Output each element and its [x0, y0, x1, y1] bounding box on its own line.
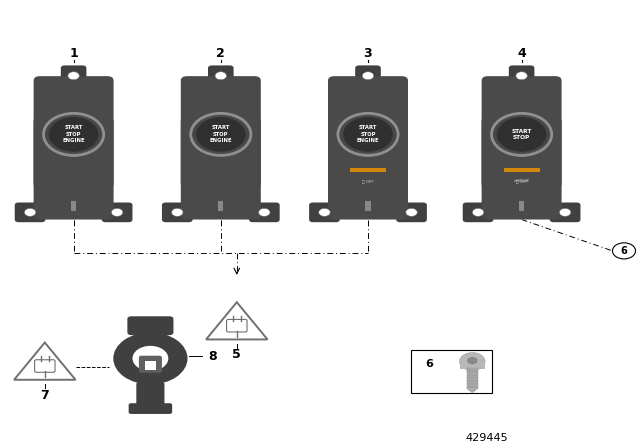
Circle shape — [559, 208, 571, 216]
Circle shape — [196, 117, 245, 151]
FancyBboxPatch shape — [249, 202, 280, 222]
FancyBboxPatch shape — [467, 368, 478, 388]
FancyBboxPatch shape — [34, 117, 65, 187]
FancyBboxPatch shape — [127, 316, 173, 335]
FancyBboxPatch shape — [129, 403, 172, 414]
FancyBboxPatch shape — [83, 117, 114, 187]
Circle shape — [492, 113, 552, 155]
Text: 7: 7 — [40, 388, 49, 402]
Text: Ⓚ OFF: Ⓚ OFF — [516, 180, 527, 183]
Text: START
STOP: START STOP — [511, 129, 532, 140]
FancyBboxPatch shape — [218, 201, 223, 211]
FancyBboxPatch shape — [463, 202, 493, 222]
FancyBboxPatch shape — [208, 65, 234, 88]
Text: 4: 4 — [517, 47, 526, 60]
FancyBboxPatch shape — [396, 202, 427, 222]
Circle shape — [49, 117, 98, 151]
FancyBboxPatch shape — [509, 65, 534, 88]
Circle shape — [132, 346, 168, 371]
Circle shape — [68, 72, 79, 80]
FancyBboxPatch shape — [139, 356, 162, 373]
FancyBboxPatch shape — [550, 202, 580, 222]
FancyBboxPatch shape — [350, 168, 386, 172]
Circle shape — [113, 332, 188, 384]
FancyBboxPatch shape — [102, 202, 132, 222]
Text: START
STOP
ENGINE: START STOP ENGINE — [62, 125, 85, 143]
FancyBboxPatch shape — [61, 65, 86, 88]
Polygon shape — [467, 357, 477, 365]
FancyBboxPatch shape — [460, 361, 485, 369]
FancyBboxPatch shape — [71, 201, 76, 211]
Circle shape — [406, 208, 417, 216]
FancyBboxPatch shape — [411, 350, 492, 393]
FancyBboxPatch shape — [180, 117, 211, 187]
Text: START
STOP
ENGINE: START STOP ENGINE — [356, 125, 380, 143]
FancyBboxPatch shape — [34, 76, 114, 220]
FancyBboxPatch shape — [145, 361, 156, 370]
Text: 3: 3 — [364, 47, 372, 60]
FancyBboxPatch shape — [136, 382, 164, 412]
FancyBboxPatch shape — [328, 117, 359, 187]
Circle shape — [259, 208, 270, 216]
Text: 6: 6 — [425, 359, 433, 369]
Text: START
STOP
ENGINE: START STOP ENGINE — [209, 125, 232, 143]
Text: Ⓚ OFF: Ⓚ OFF — [362, 180, 374, 183]
Circle shape — [472, 208, 484, 216]
Circle shape — [111, 208, 123, 216]
FancyBboxPatch shape — [230, 117, 261, 187]
FancyBboxPatch shape — [481, 117, 512, 187]
FancyBboxPatch shape — [378, 117, 408, 187]
Circle shape — [172, 208, 183, 216]
Circle shape — [497, 117, 546, 151]
FancyBboxPatch shape — [504, 168, 540, 172]
Circle shape — [24, 208, 36, 216]
FancyBboxPatch shape — [15, 202, 45, 222]
Circle shape — [191, 113, 251, 155]
Circle shape — [344, 117, 392, 151]
Circle shape — [460, 353, 485, 370]
FancyBboxPatch shape — [365, 201, 371, 211]
Text: eDRIVE: eDRIVE — [513, 180, 530, 183]
Circle shape — [612, 243, 636, 259]
Text: 6: 6 — [621, 246, 627, 256]
Text: 5: 5 — [232, 348, 241, 362]
Circle shape — [319, 208, 330, 216]
Text: 429445: 429445 — [465, 433, 508, 443]
Text: 1: 1 — [69, 47, 78, 60]
FancyBboxPatch shape — [309, 202, 340, 222]
FancyBboxPatch shape — [180, 76, 261, 220]
Circle shape — [338, 113, 398, 155]
FancyBboxPatch shape — [162, 202, 193, 222]
Circle shape — [362, 72, 374, 80]
FancyBboxPatch shape — [355, 65, 381, 88]
FancyBboxPatch shape — [531, 117, 562, 187]
Circle shape — [516, 72, 527, 80]
FancyBboxPatch shape — [481, 76, 562, 220]
FancyBboxPatch shape — [328, 76, 408, 220]
FancyBboxPatch shape — [519, 201, 524, 211]
Polygon shape — [467, 388, 478, 393]
Circle shape — [44, 113, 104, 155]
Circle shape — [215, 72, 227, 80]
Text: 8: 8 — [208, 349, 216, 363]
Text: 2: 2 — [216, 47, 225, 60]
